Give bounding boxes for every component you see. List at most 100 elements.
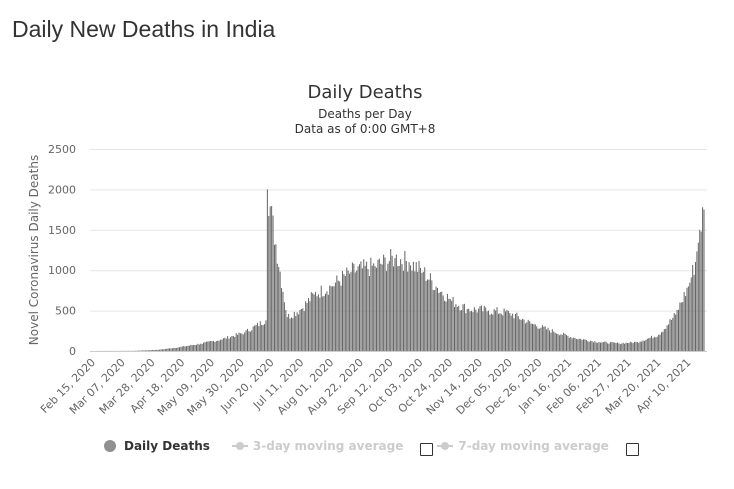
bar <box>694 262 696 351</box>
bar <box>143 350 145 351</box>
bar <box>537 328 539 351</box>
bar <box>248 331 250 351</box>
bar <box>672 317 674 351</box>
bar <box>290 317 292 351</box>
bar <box>642 340 644 351</box>
bar <box>214 342 216 351</box>
bar <box>261 324 263 351</box>
bar <box>285 310 287 351</box>
bar <box>273 244 275 351</box>
bar <box>401 264 403 351</box>
legend-item-3-day-average[interactable]: 3-day moving average <box>231 439 403 453</box>
bar <box>252 326 254 351</box>
y-tick-label: 1500 <box>48 224 76 237</box>
bar <box>665 328 667 351</box>
bar <box>384 257 386 351</box>
bar <box>313 294 315 351</box>
y-axis-label: Novel Coronavirus Daily Deaths <box>27 155 41 345</box>
bar <box>343 274 345 351</box>
bar <box>191 345 193 351</box>
legend-item-7-day-average[interactable]: 7-day moving average <box>437 439 609 453</box>
bar <box>639 341 641 351</box>
bar <box>446 293 448 351</box>
bar <box>615 343 617 351</box>
checkbox-7-day-average[interactable] <box>625 442 639 456</box>
bar <box>272 215 274 351</box>
grid-lines <box>90 149 707 312</box>
legend-line-marker-icon <box>437 440 454 452</box>
bar <box>458 305 460 351</box>
bar <box>388 261 390 351</box>
bar <box>588 341 590 351</box>
bar <box>302 308 304 351</box>
bar <box>605 341 607 351</box>
bar <box>628 343 630 351</box>
bar <box>442 295 444 351</box>
bar <box>690 277 692 351</box>
bar <box>587 341 589 351</box>
bar <box>276 263 278 351</box>
bar <box>492 314 494 351</box>
bar <box>643 340 645 351</box>
bar <box>488 310 490 351</box>
bar <box>310 292 312 351</box>
bar <box>604 341 606 351</box>
bar <box>254 325 256 351</box>
bar <box>376 267 378 351</box>
bar <box>466 308 468 351</box>
bar <box>607 343 609 351</box>
bar <box>435 286 437 351</box>
bar <box>228 338 230 351</box>
bar <box>626 343 628 351</box>
bar <box>166 348 168 351</box>
bar <box>315 291 317 351</box>
bar <box>625 342 627 351</box>
bar <box>394 258 396 351</box>
bar <box>631 342 633 351</box>
bar <box>160 349 162 351</box>
bar <box>230 337 232 351</box>
bar <box>514 314 516 351</box>
bar <box>307 298 309 351</box>
bar <box>183 345 185 351</box>
bar <box>570 336 572 351</box>
bar <box>502 315 504 351</box>
bar <box>177 347 179 351</box>
chart-subtitle: Deaths per Day <box>318 107 412 121</box>
bar <box>244 332 246 351</box>
bar <box>161 349 163 351</box>
chart-title: Daily Deaths <box>307 82 422 103</box>
bar <box>340 285 342 351</box>
bar <box>373 263 375 351</box>
bar <box>580 338 582 351</box>
bar <box>320 285 322 351</box>
bar <box>547 327 549 351</box>
bar <box>594 341 596 351</box>
bar <box>561 334 563 351</box>
bar <box>459 310 461 351</box>
bar <box>174 348 176 351</box>
legend-label-daily-deaths: Daily Deaths <box>124 439 210 453</box>
bar <box>431 280 433 351</box>
bar <box>210 341 212 351</box>
bar <box>330 286 332 351</box>
bar <box>205 341 207 351</box>
bar <box>522 318 524 351</box>
bar <box>298 314 300 351</box>
bar <box>180 346 182 351</box>
bar <box>425 280 427 351</box>
bar <box>188 345 190 351</box>
bar <box>632 343 634 351</box>
bar <box>303 311 305 351</box>
bar <box>300 308 302 351</box>
legend-item-daily-deaths[interactable]: Daily Deaths <box>104 439 210 453</box>
bar <box>282 291 284 351</box>
bar <box>624 343 626 351</box>
bar <box>658 334 660 351</box>
bar <box>662 331 664 351</box>
bar <box>702 207 704 351</box>
bar <box>444 300 446 351</box>
bar <box>204 342 206 351</box>
bar <box>677 309 679 351</box>
checkbox-3-day-average[interactable] <box>420 442 434 456</box>
